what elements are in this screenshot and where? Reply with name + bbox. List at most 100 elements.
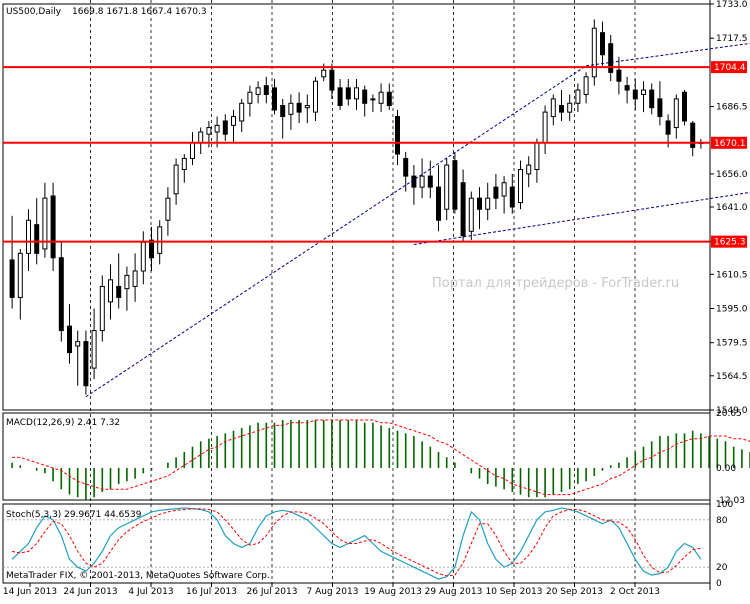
x-tick-label: 14 Jun 2013	[3, 587, 57, 597]
bull-candle-body	[99, 285, 105, 332]
bull-candle-body	[321, 69, 327, 78]
candle	[337, 79, 343, 110]
candle	[403, 151, 409, 192]
bear-candle-body	[624, 85, 630, 91]
bear-candle-body	[9, 259, 15, 298]
bull-candle-body	[231, 116, 236, 126]
bear-candle-body	[665, 120, 671, 135]
candle	[108, 264, 113, 320]
bull-candle-body	[641, 89, 646, 95]
candle	[165, 187, 171, 236]
bear-candle-body	[362, 89, 368, 104]
bull-candle-body	[304, 105, 310, 109]
candle	[419, 158, 425, 199]
bear-candle-body	[559, 105, 564, 113]
trend-line	[413, 191, 750, 246]
candle	[460, 169, 466, 243]
bull-candle-body	[526, 164, 532, 175]
axis-layer: 14 Jun 2013 24 Jun 2013 4 Jul 2013 16 Jul 2…	[3, 0, 748, 597]
watermark-text: Портал для трейдеров - ForTrader.ru	[432, 276, 679, 291]
bear-candle-body	[436, 186, 441, 221]
bear-candle-body	[263, 85, 269, 95]
candle	[567, 94, 573, 121]
x-tick-label: 26 Jul 2013	[247, 587, 298, 597]
candle	[477, 187, 482, 230]
candle	[427, 160, 433, 199]
candle	[575, 83, 581, 113]
bull-candle-body	[534, 142, 540, 170]
bull-candle-body	[550, 98, 556, 118]
candle	[468, 191, 474, 241]
bull-candle-body	[75, 341, 81, 347]
bear-candle-body	[649, 89, 655, 109]
bear-candle-body	[395, 116, 400, 155]
bull-candle-body	[583, 76, 589, 95]
bear-candle-body	[34, 224, 40, 254]
stoch-y-tick-label: 20	[716, 563, 728, 573]
x-tick-label: 7 Aug 2013	[307, 587, 359, 597]
stoch-title: Stoch(5,3,3) 29.9671 44.6539	[6, 510, 142, 520]
bear-candle-body	[272, 87, 277, 111]
bull-candle-body	[255, 87, 261, 95]
level-label-bg	[711, 61, 747, 74]
macd-y-tick-label: 20.65	[716, 409, 742, 419]
bear-candle-body	[329, 69, 335, 91]
bear-candle-body	[83, 341, 89, 387]
bear-candle-body	[616, 69, 622, 82]
x-tick-label: 20 Sep 2013	[546, 587, 603, 597]
y-tick-label: 1717.5	[716, 34, 748, 44]
bear-candle-body	[632, 89, 638, 100]
x-tick-label: 16 Jul 2013	[186, 587, 237, 597]
bull-candle-body	[501, 182, 507, 197]
macd-panel	[11, 419, 750, 500]
candle	[132, 253, 138, 302]
candle	[362, 85, 368, 117]
candle	[550, 94, 556, 126]
candle	[116, 253, 122, 309]
candle	[173, 158, 179, 205]
candle	[526, 156, 532, 188]
bull-candle-body	[313, 80, 318, 113]
candle	[600, 21, 605, 66]
candle	[149, 226, 154, 271]
candle	[124, 266, 130, 311]
level-label: 1704.4	[714, 63, 746, 73]
bear-candle-body	[657, 98, 663, 118]
bull-candle-body	[206, 127, 212, 135]
bull-candle-body	[485, 197, 491, 210]
candle	[239, 98, 245, 132]
y-tick-label: 1610.5	[716, 270, 748, 280]
candle	[354, 79, 359, 110]
bull-candle-body	[378, 91, 384, 104]
bear-candle-body	[296, 102, 302, 113]
candle	[345, 79, 351, 106]
candle	[91, 308, 97, 380]
price-panel	[3, 19, 750, 398]
stoch-y-tick-label: 100	[716, 500, 733, 510]
level-label: 1625.3	[714, 238, 746, 248]
y-tick-label: 1549.0	[716, 406, 748, 416]
candle	[673, 94, 679, 139]
candle	[42, 182, 48, 258]
ohlc-readout: 1669.8 1671.8 1667.4 1670.3	[72, 7, 207, 17]
bear-candle-body	[50, 195, 56, 259]
bull-candle-body	[518, 168, 523, 204]
candle	[616, 56, 622, 95]
candle	[452, 151, 458, 214]
candle	[50, 182, 56, 271]
bull-candle-body	[575, 89, 581, 104]
level-label-bg	[711, 136, 747, 149]
bull-candle-body	[190, 142, 195, 159]
bull-candle-body	[288, 102, 294, 115]
candle	[386, 83, 392, 110]
bear-candle-body	[608, 43, 614, 73]
x-tick-label: 19 Aug 2013	[364, 587, 422, 597]
bull-candle-body	[173, 164, 179, 195]
bear-candle-body	[460, 182, 466, 237]
bull-candle-body	[26, 219, 31, 254]
bull-candle-body	[419, 175, 425, 188]
candle	[296, 92, 302, 124]
bull-candle-body	[542, 111, 548, 144]
bear-candle-body	[493, 186, 499, 199]
